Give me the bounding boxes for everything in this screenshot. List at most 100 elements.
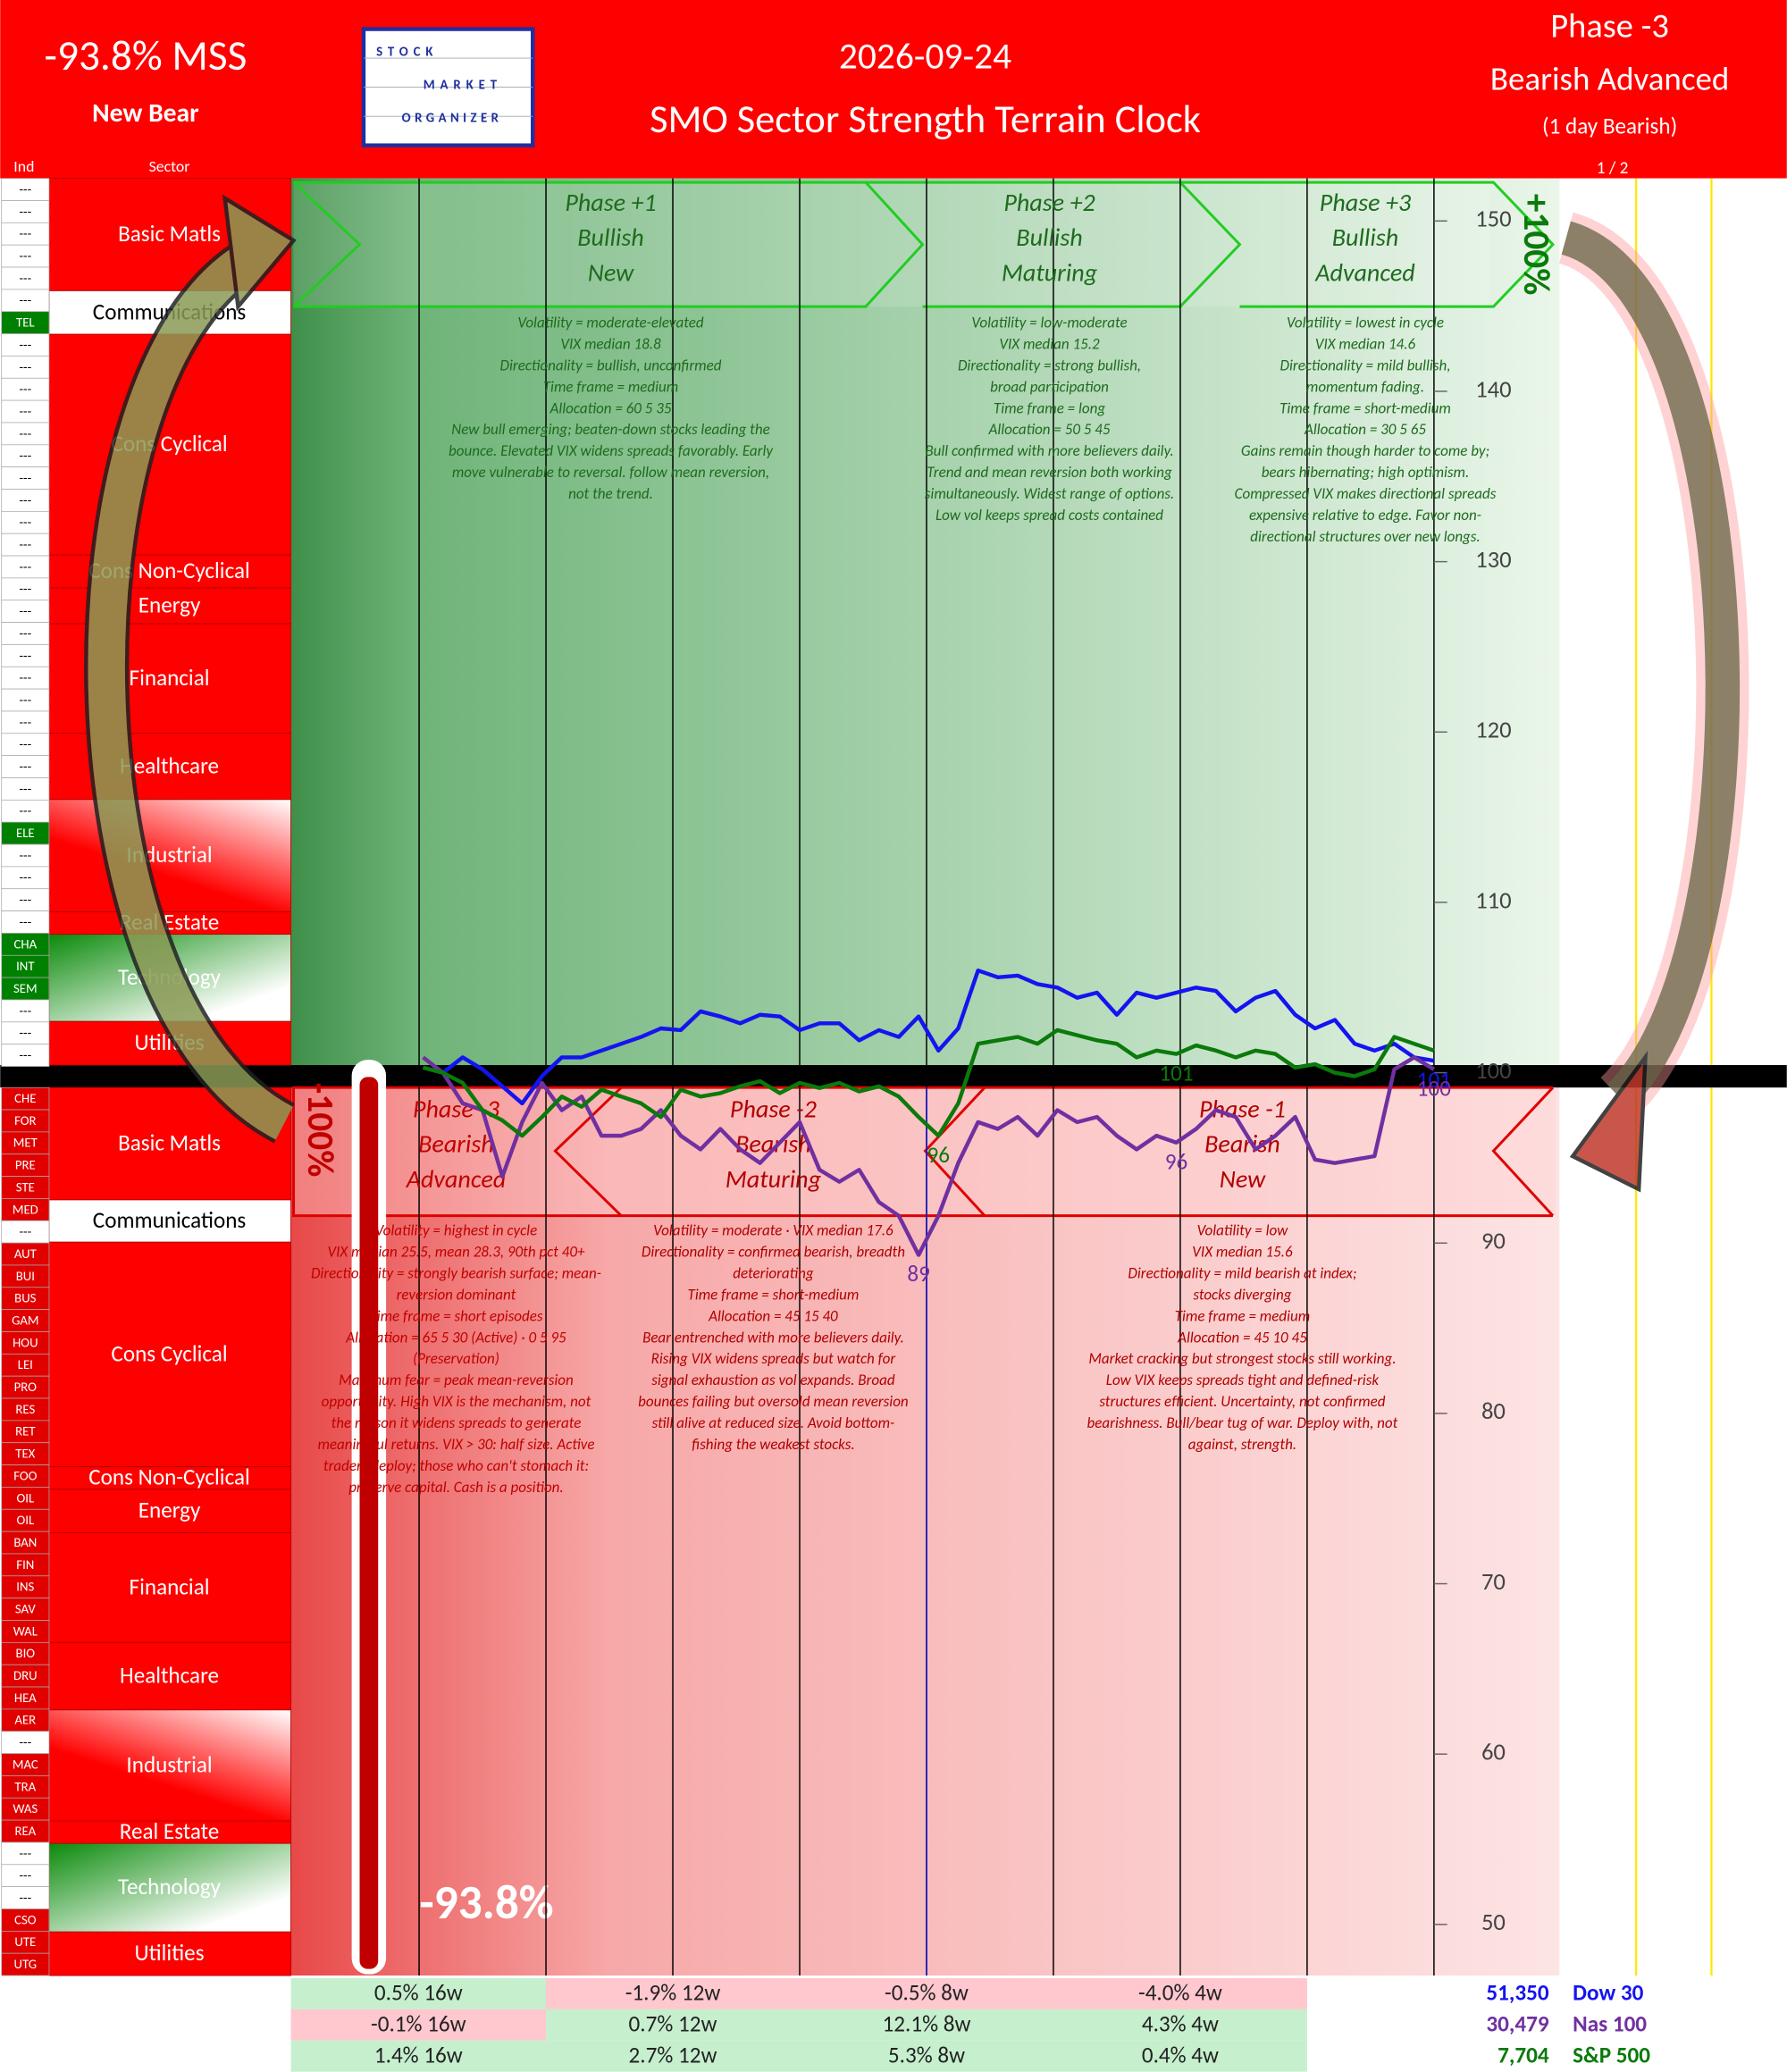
phase-note: Volatility = low-moderate	[971, 313, 1127, 331]
change-cell	[799, 2040, 1053, 2072]
ind-label: ---	[20, 1867, 32, 1883]
phase-heading: Maturing	[1002, 256, 1098, 288]
phase-heading: Advanced	[1314, 256, 1415, 288]
phase-note: opportunity. High VIX is the mechanism, …	[322, 1392, 591, 1411]
phase-note: Directionality = mild bearish at index;	[1128, 1263, 1356, 1282]
ind-cell	[1, 622, 50, 645]
ind-label: ---	[20, 736, 32, 752]
ind-label: ---	[20, 336, 32, 352]
phase-note: Compressed VIX makes directional spreads	[1235, 484, 1497, 503]
ind-cell	[1, 1930, 50, 1954]
ind-cell	[1, 999, 50, 1023]
y-tick-label: 60	[1481, 1739, 1506, 1767]
phase-heading: Phase +2	[1003, 187, 1095, 218]
ind-cell	[1, 977, 50, 1001]
y-tick-label: 100	[1475, 1057, 1511, 1086]
ind-cell	[1, 843, 50, 868]
ind-label: AER	[14, 1712, 36, 1728]
ind-label: BAN	[13, 1534, 37, 1550]
ind-label: FIN	[16, 1556, 34, 1573]
phase-note: Volatility = low	[1197, 1221, 1289, 1239]
ind-label: ---	[20, 425, 32, 441]
ind-label: ---	[20, 625, 32, 641]
change-label: 2.7% 12w	[629, 2041, 717, 2068]
ind-label: ---	[20, 1889, 32, 1905]
ind-cell	[1, 1775, 50, 1799]
ind-label: OIL	[16, 1489, 34, 1506]
value-label: 101	[1159, 1059, 1193, 1086]
ind-cell	[1, 1021, 50, 1045]
sector-label: Financial	[130, 1573, 210, 1600]
phase-note: bears hibernating; high optimism.	[1262, 463, 1470, 482]
phase-note: Volatility = moderate · VIX median 17.6	[653, 1221, 894, 1239]
date: 2026-09-24	[839, 34, 1011, 79]
bull-banner	[292, 180, 1556, 308]
phase-note: Allocation = 45 15 40	[708, 1306, 838, 1325]
sector-label: Industrial	[126, 1750, 212, 1778]
ind-label: WAS	[13, 1800, 38, 1816]
ind-cell	[1, 1708, 50, 1732]
phase-note: not the trend.	[568, 484, 653, 503]
ind-label: ---	[20, 514, 32, 530]
ind-cell	[1, 1353, 50, 1377]
phase-note: still alive at reduced size. Avoid botto…	[652, 1413, 895, 1432]
sector-cell	[48, 1842, 292, 1933]
phase-note: Allocation = 60 5 35	[550, 398, 672, 417]
ind-label: UTE	[14, 1934, 36, 1950]
y-tick-label: 130	[1475, 546, 1511, 575]
sector-label: Basic Matls	[118, 220, 221, 247]
phase-note: Low vol keeps spread costs contained	[935, 506, 1163, 524]
ind-label: BUS	[14, 1290, 37, 1306]
ind-label: FOO	[13, 1467, 37, 1483]
ind-label: OIL	[16, 1512, 34, 1528]
ind-cell	[1, 1664, 50, 1688]
y-tick-label: 110	[1475, 886, 1511, 915]
ind-label: ---	[20, 669, 32, 685]
phase-note: bearishness. Bull/bear tug of war. Deplo…	[1087, 1413, 1398, 1432]
ind-cell	[1, 1731, 50, 1754]
ind-label: SAV	[15, 1600, 37, 1616]
logo-text: MARKET	[424, 77, 502, 93]
phase-note: VIX median 18.8	[560, 334, 661, 353]
ind-label: ---	[20, 381, 32, 397]
ind-cell	[1, 1420, 50, 1444]
phase-note: Time frame = medium	[1175, 1306, 1310, 1325]
change-label: 4.3% 4w	[1142, 2009, 1219, 2037]
ind-label: RES	[15, 1401, 35, 1417]
phase-note: preserve capital. Cash is a position.	[348, 1478, 564, 1497]
ind-label: CSO	[14, 1911, 37, 1927]
ind-label: INT	[16, 958, 35, 974]
ind-cell	[1, 1797, 50, 1821]
logo-text: STOCK	[376, 44, 438, 60]
ind-label: ---	[20, 581, 32, 597]
sector-cell	[48, 1709, 292, 1822]
ind-label: ---	[20, 558, 32, 575]
phase-note: deteriorating	[733, 1263, 814, 1282]
ind-label: ---	[20, 802, 32, 818]
phase-note: Directionality = strong bullish,	[958, 356, 1141, 374]
phase-note: Directionality = strongly bearish surfac…	[311, 1263, 601, 1282]
phase-note: Time frame = short episodes	[369, 1306, 542, 1325]
change-label: -1.9% 12w	[625, 1978, 721, 2006]
ind-label: REA	[15, 1823, 37, 1839]
sector-label: Healthcare	[120, 1662, 219, 1690]
series-line	[422, 968, 1435, 1106]
ind-cell	[1, 422, 50, 446]
quote: 30,479	[1486, 2009, 1548, 2037]
sector-label: Communications	[93, 1206, 246, 1234]
ind-label: SEM	[13, 980, 38, 996]
phase-note: structures efficient. Uncertainty, not c…	[1099, 1392, 1385, 1411]
phase-note: VIX median 25.5, mean 28.3, 90th pct 40+	[327, 1242, 585, 1261]
phase-note: Time frame = medium	[543, 377, 678, 396]
change-label: 0.5% 16w	[374, 1978, 463, 2006]
sector-cell	[48, 1931, 292, 1976]
change-label: -0.1% 16w	[371, 2009, 466, 2037]
ind-label: DRU	[13, 1667, 38, 1683]
phase-note: meaningful returns. VIX > 30: half size.…	[317, 1435, 594, 1454]
phase-heading: Bullish	[1332, 222, 1398, 253]
change-cell	[546, 2009, 800, 2041]
sector-label: Utilities	[135, 1939, 205, 1967]
phase-note: move vulnerable to reversal. follow mean…	[452, 463, 769, 482]
ind-label: ---	[20, 1025, 32, 1041]
